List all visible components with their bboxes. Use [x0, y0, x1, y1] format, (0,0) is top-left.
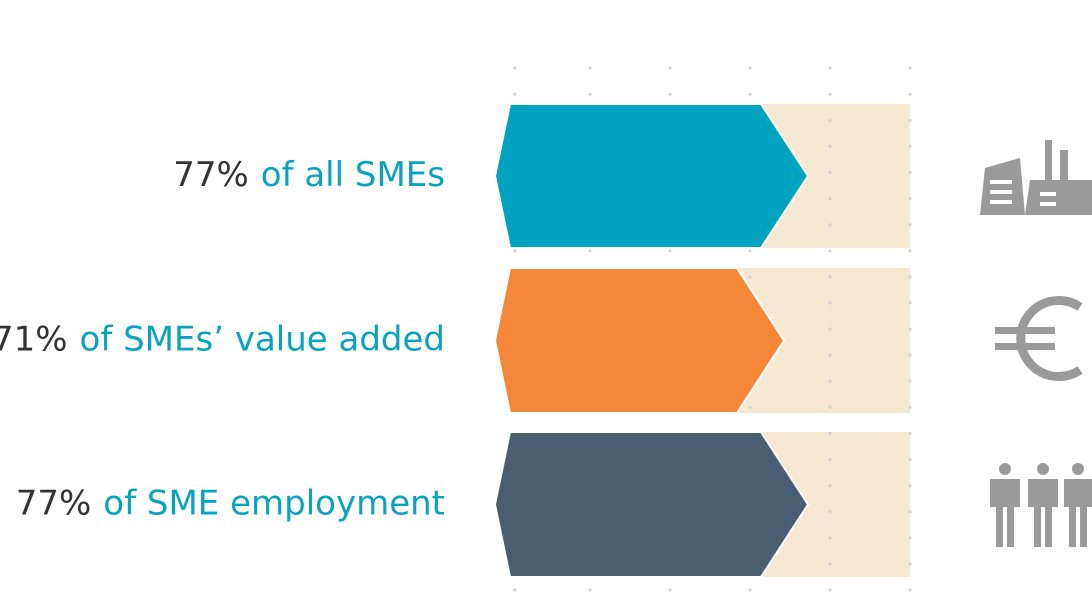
- labels: 77% of all SMEs 71% of SMEs’ value added 77%…: [0, 155, 445, 524]
- row-label: 77% of SME employment: [16, 483, 445, 523]
- value-label: 71%: [0, 319, 68, 359]
- category-label: of SME employment: [103, 483, 445, 523]
- bars: [493, 103, 810, 578]
- people-icon: [990, 463, 1092, 547]
- arrow-bar: [493, 267, 786, 414]
- row-label: 77% of all SMEs: [173, 155, 445, 195]
- value-label: 77%: [16, 483, 92, 523]
- category-label: of all SMEs: [261, 155, 445, 195]
- factory-windows: [990, 180, 1056, 206]
- value-label: 77%: [173, 155, 249, 195]
- row-label: 71% of SMEs’ value added: [0, 319, 445, 359]
- euro-icon: [995, 296, 1083, 381]
- arrow-bar: [493, 431, 810, 578]
- category-label: of SMEs’ value added: [80, 319, 445, 359]
- arrow-bar: [493, 103, 810, 249]
